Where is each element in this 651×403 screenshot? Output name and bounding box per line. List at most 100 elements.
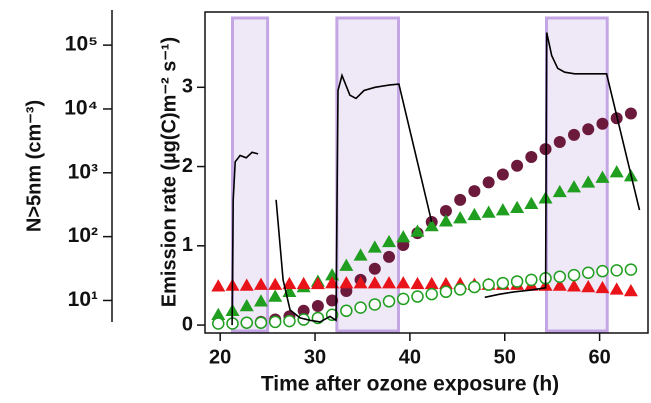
triangle-marker [268,277,283,290]
shaded-region [544,16,609,333]
y2-tick-label: 10¹ [68,288,98,311]
triangle-marker [581,280,596,293]
open-circle-marker [283,314,296,328]
triangle-marker [253,277,268,290]
triangle-marker [438,276,453,290]
circle-marker [582,123,595,136]
x-tick-label: 60 [588,346,610,368]
triangle-marker [382,276,397,289]
open-circle-marker [596,264,609,278]
circle-marker [482,176,495,189]
open-circle-marker [340,304,353,318]
triangle-marker [481,205,496,218]
x-tick-label: 50 [494,346,516,368]
y2-axis-label: N>5nm (cm⁻³) [23,100,45,232]
x-tick-label: 20 [209,346,231,368]
circle-marker [326,294,339,307]
triangle-marker [310,276,325,290]
x-tick-label: 30 [304,346,326,368]
triangle-marker [339,276,354,289]
open-circle-marker [354,301,367,314]
y-tick-label: 0 [182,313,193,335]
circle-marker [311,300,324,313]
open-circle-marker [581,266,595,280]
triangle-marker [239,278,254,291]
triangle-marker [567,180,582,193]
y-tick-label: 2 [182,155,193,177]
circle-marker [553,135,566,148]
open-circle-marker [482,278,495,291]
triangle-marker [396,230,411,243]
triangle-marker [282,276,297,290]
triangle-marker [581,175,596,188]
shaded-region [231,16,270,333]
open-circle-marker [496,276,510,290]
open-circle-marker [368,298,382,311]
triangle-marker [424,276,439,290]
open-circle-marker [624,263,638,276]
y-tick-label: 3 [182,76,193,98]
open-circle-marker [453,283,467,296]
y2-tick-label: 10⁴ [64,97,98,120]
open-circle-marker [411,290,424,303]
triangle-marker [595,280,610,294]
open-circle-marker [212,317,225,330]
open-circle-marker [553,270,567,283]
triangle-marker [609,165,624,178]
triangle-marker [353,276,368,289]
open-circle-marker [382,295,396,308]
triangle-marker [567,279,582,292]
open-circle-marker [610,264,623,277]
triangle-marker [467,207,482,221]
open-circle-marker [425,287,438,301]
triangle-marker [339,258,354,271]
plot-frame [204,11,649,334]
triangle-marker [510,200,525,214]
triangle-marker [396,276,411,289]
open-circle-marker [397,292,410,306]
triangle-marker [211,307,226,321]
x-axis-label: Time after ozone exposure (h) [261,373,559,396]
triangle-marker [438,214,453,227]
line [231,32,641,326]
triangle-marker [552,278,567,291]
triangle-marker [495,203,510,216]
x-tick-label: 40 [399,346,421,368]
y-axis-label: Emission rate (µg(C)m⁻² s⁻¹) [158,37,180,307]
circle-marker [454,193,467,206]
circle-marker [568,128,581,141]
circle-marker [297,304,310,317]
y2-tick-label: 10⁵ [65,33,98,56]
triangle-marker [424,219,439,232]
triangle-marker [410,276,425,290]
open-circle-marker [567,268,581,282]
triangle-marker [253,294,268,307]
open-circle-marker [254,316,268,329]
triangle-marker [453,211,468,224]
circle-marker [525,151,538,164]
triangle-marker [296,276,311,290]
triangle-marker [595,170,610,183]
circle-marker [624,107,637,120]
circle-marker [368,262,381,275]
y2-tick-label: 10² [68,224,98,247]
triangle-marker [609,282,624,295]
circle-marker [496,168,509,181]
y2-tick-label: 10³ [68,160,98,183]
triangle-marker [410,224,425,237]
open-circle-marker [240,316,253,329]
triangle-marker [367,240,382,253]
open-circle-marker [510,275,524,288]
triangle-marker [382,234,397,248]
triangle-marker [623,283,638,297]
triangle-marker [552,184,567,198]
circle-marker [383,250,396,263]
circle-marker [596,117,609,130]
open-circle-marker [468,280,481,294]
open-circle-marker [439,285,453,299]
y-tick-label: 1 [182,234,193,256]
triangle-marker [524,196,539,210]
open-circle-marker [268,315,282,329]
triangle-marker [367,276,382,289]
